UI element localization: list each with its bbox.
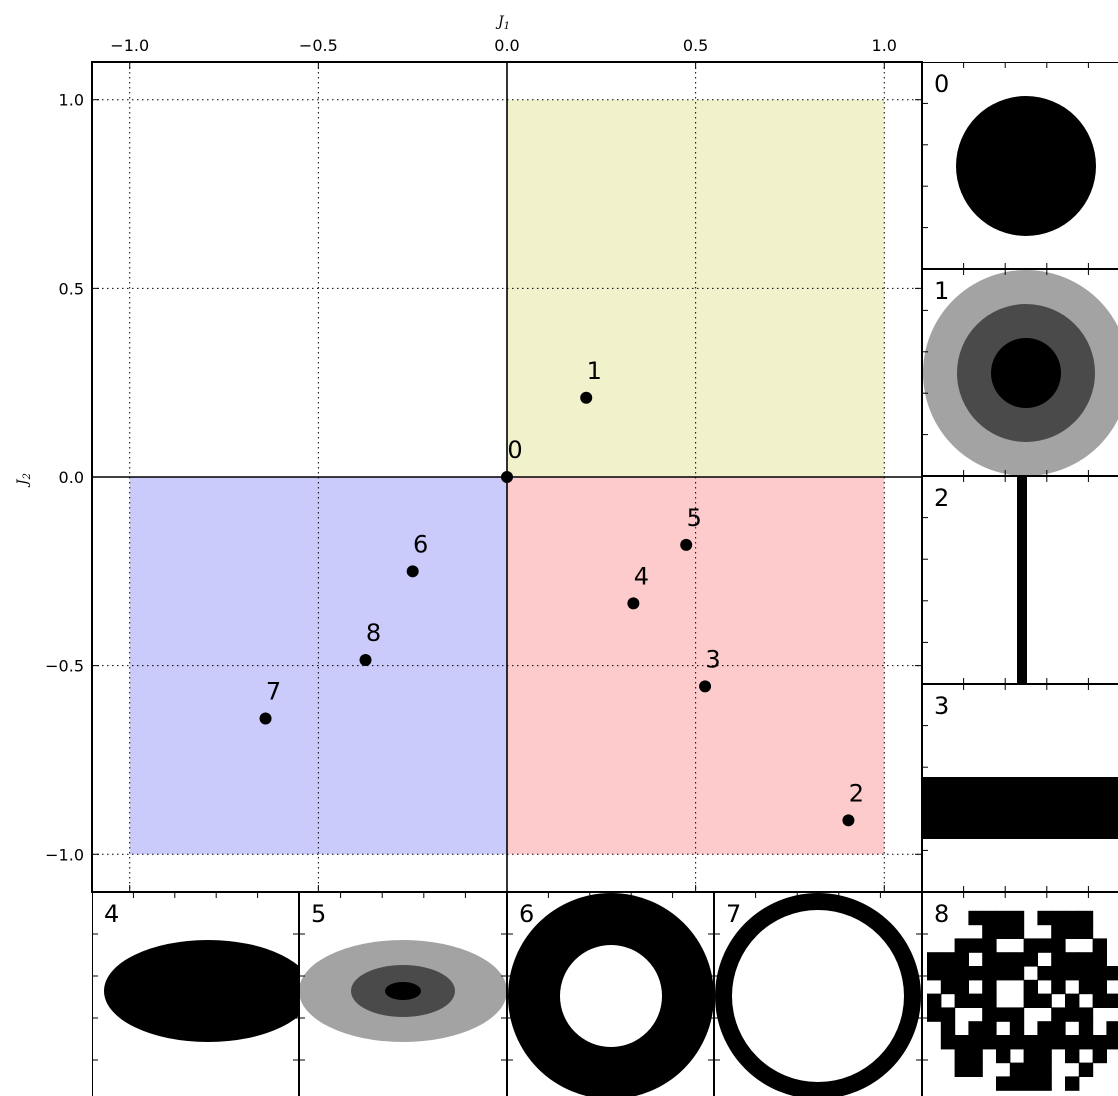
y-tick-label: 0.5: [59, 279, 84, 298]
data-point-0: [501, 471, 513, 483]
data-point-6: [406, 565, 419, 578]
thumbnail-label: 7: [726, 900, 741, 928]
data-point-label: 6: [413, 530, 428, 558]
thumbnail-3: [922, 684, 1118, 892]
thumbnail-label: 4: [104, 900, 119, 928]
data-point-8: [359, 653, 372, 666]
data-point-label: 1: [587, 357, 602, 385]
data-point-label: 4: [634, 562, 649, 590]
plot-area: [92, 62, 922, 892]
y-tick-label: −0.5: [45, 657, 84, 676]
x-tick-label: 0.5: [683, 36, 708, 55]
thumbnail-label: 8: [934, 900, 949, 928]
data-point-label: 8: [366, 619, 381, 647]
x-tick-label: 1.0: [872, 36, 897, 55]
thumbnail-label: 1: [934, 277, 949, 305]
data-point-label: 3: [705, 645, 720, 673]
thumbnail-0: [922, 62, 1118, 269]
data-point-label: 7: [266, 677, 281, 705]
data-point-label: 5: [687, 504, 702, 532]
data-point-label: 0: [507, 436, 522, 464]
y-axis-title: J2: [15, 473, 33, 488]
data-point-1: [580, 391, 593, 404]
x-tick-label: −0.5: [299, 36, 338, 55]
data-point-5: [680, 538, 693, 551]
data-point-label: 2: [849, 779, 864, 807]
thumbnail-label: 3: [934, 692, 949, 720]
thumbnail-1: [922, 269, 1118, 476]
x-axis-title: J1: [495, 14, 510, 32]
y-tick-label: −1.0: [45, 845, 84, 864]
data-point-3: [699, 680, 712, 693]
y-tick-label: 1.0: [59, 91, 84, 110]
thumbnail-label: 6: [519, 900, 534, 928]
data-point-2: [842, 814, 855, 827]
x-tick-label: 0.0: [494, 36, 519, 55]
thumbnail-6: [507, 892, 714, 1096]
y-tick-label: 0.0: [59, 468, 84, 487]
data-point-4: [627, 597, 640, 610]
thumbnail-2: [922, 476, 1118, 684]
thumbnail-7: [714, 892, 922, 1096]
thumbnail-8: [922, 892, 1118, 1096]
thumbnail-5: [299, 892, 507, 1096]
data-point-7: [259, 712, 272, 725]
shaded-region: [507, 477, 885, 855]
thumbnail-label: 5: [311, 900, 326, 928]
thumbnail-label: 2: [934, 484, 949, 512]
x-tick-label: −1.0: [110, 36, 149, 55]
thumbnail-label: 0: [934, 70, 949, 98]
thumbnail-4: [92, 892, 299, 1096]
